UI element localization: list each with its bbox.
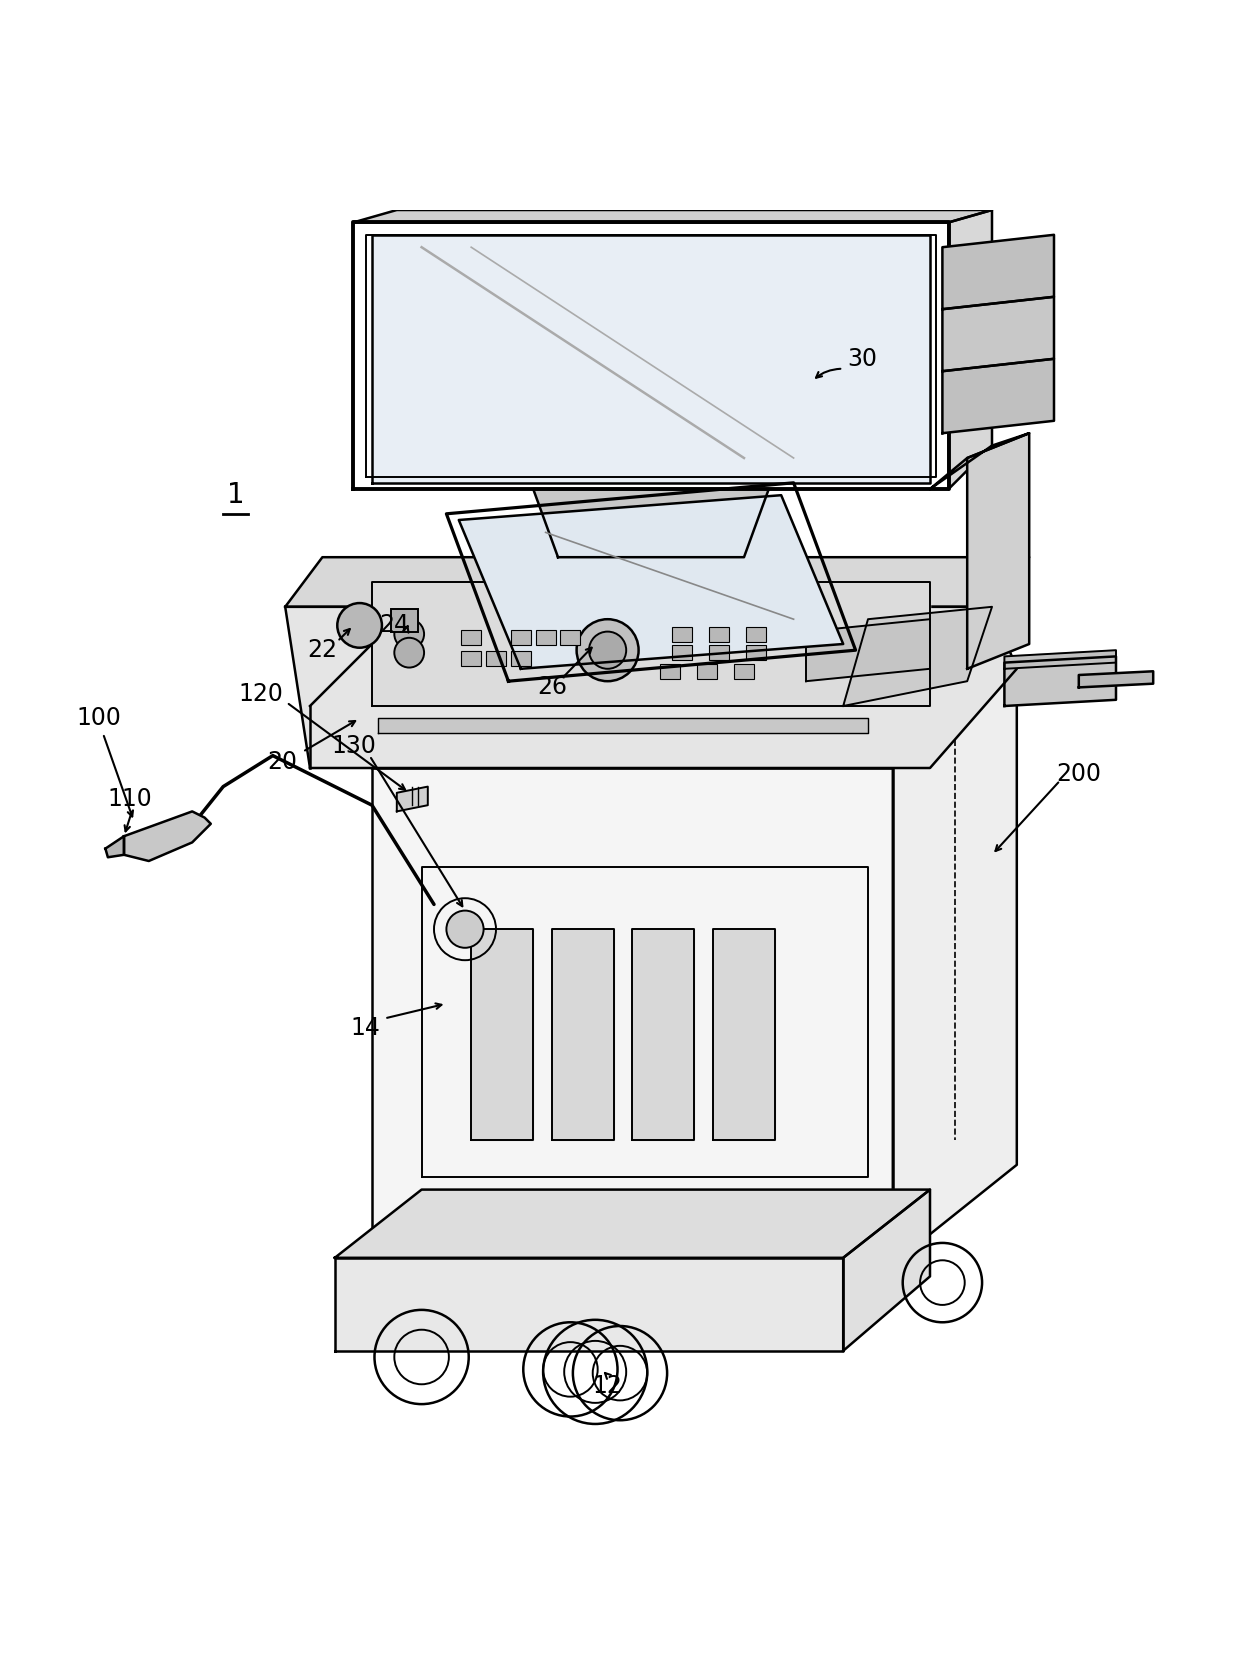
- Polygon shape: [372, 769, 893, 1263]
- Text: 12: 12: [593, 1373, 622, 1398]
- Polygon shape: [372, 234, 930, 483]
- Polygon shape: [893, 669, 1017, 1263]
- Bar: [709, 626, 729, 641]
- Polygon shape: [335, 1190, 930, 1258]
- Polygon shape: [942, 297, 1054, 372]
- Polygon shape: [806, 619, 930, 681]
- Polygon shape: [843, 1190, 930, 1351]
- Polygon shape: [843, 608, 992, 706]
- Circle shape: [589, 631, 626, 669]
- Polygon shape: [124, 812, 211, 862]
- Circle shape: [446, 911, 484, 948]
- Text: 26: 26: [537, 676, 567, 699]
- Text: 100: 100: [77, 707, 122, 730]
- Bar: [672, 646, 692, 661]
- Text: 130: 130: [331, 734, 376, 757]
- Polygon shape: [949, 211, 992, 490]
- Circle shape: [337, 603, 382, 647]
- Bar: [391, 609, 418, 631]
- Bar: [511, 651, 531, 666]
- Bar: [536, 631, 556, 646]
- Text: 24: 24: [379, 614, 409, 637]
- Polygon shape: [285, 558, 1029, 608]
- Bar: [746, 646, 766, 661]
- Polygon shape: [459, 495, 843, 669]
- Text: 30: 30: [847, 347, 877, 370]
- Bar: [746, 626, 766, 641]
- Polygon shape: [967, 433, 1029, 669]
- Bar: [709, 646, 729, 661]
- Polygon shape: [713, 930, 775, 1140]
- Text: 110: 110: [108, 787, 153, 812]
- Polygon shape: [378, 719, 868, 734]
- Polygon shape: [1004, 656, 1116, 706]
- Bar: [461, 631, 481, 646]
- Polygon shape: [632, 930, 694, 1140]
- Bar: [672, 626, 692, 641]
- Text: 200: 200: [1056, 762, 1101, 787]
- Polygon shape: [335, 1258, 843, 1351]
- Polygon shape: [942, 359, 1054, 433]
- Text: 22: 22: [308, 637, 337, 662]
- Polygon shape: [1004, 651, 1116, 669]
- Circle shape: [577, 619, 639, 681]
- Bar: [697, 664, 717, 679]
- Bar: [461, 651, 481, 666]
- Polygon shape: [552, 930, 614, 1140]
- Polygon shape: [105, 837, 124, 857]
- Text: 14: 14: [351, 1016, 381, 1041]
- Polygon shape: [353, 211, 992, 222]
- Polygon shape: [372, 669, 1017, 769]
- Bar: [486, 651, 506, 666]
- Polygon shape: [372, 583, 930, 706]
- Circle shape: [394, 619, 424, 649]
- Bar: [560, 631, 580, 646]
- Text: 20: 20: [268, 750, 298, 774]
- Text: 1: 1: [227, 481, 244, 510]
- Text: 120: 120: [238, 682, 283, 706]
- Polygon shape: [285, 608, 1017, 769]
- Polygon shape: [533, 490, 769, 558]
- Bar: [660, 664, 680, 679]
- Circle shape: [394, 637, 424, 667]
- Polygon shape: [471, 930, 533, 1140]
- Polygon shape: [942, 234, 1054, 309]
- Polygon shape: [397, 787, 428, 812]
- Polygon shape: [930, 433, 1029, 490]
- Bar: [511, 631, 531, 646]
- Bar: [734, 664, 754, 679]
- Polygon shape: [1079, 671, 1153, 687]
